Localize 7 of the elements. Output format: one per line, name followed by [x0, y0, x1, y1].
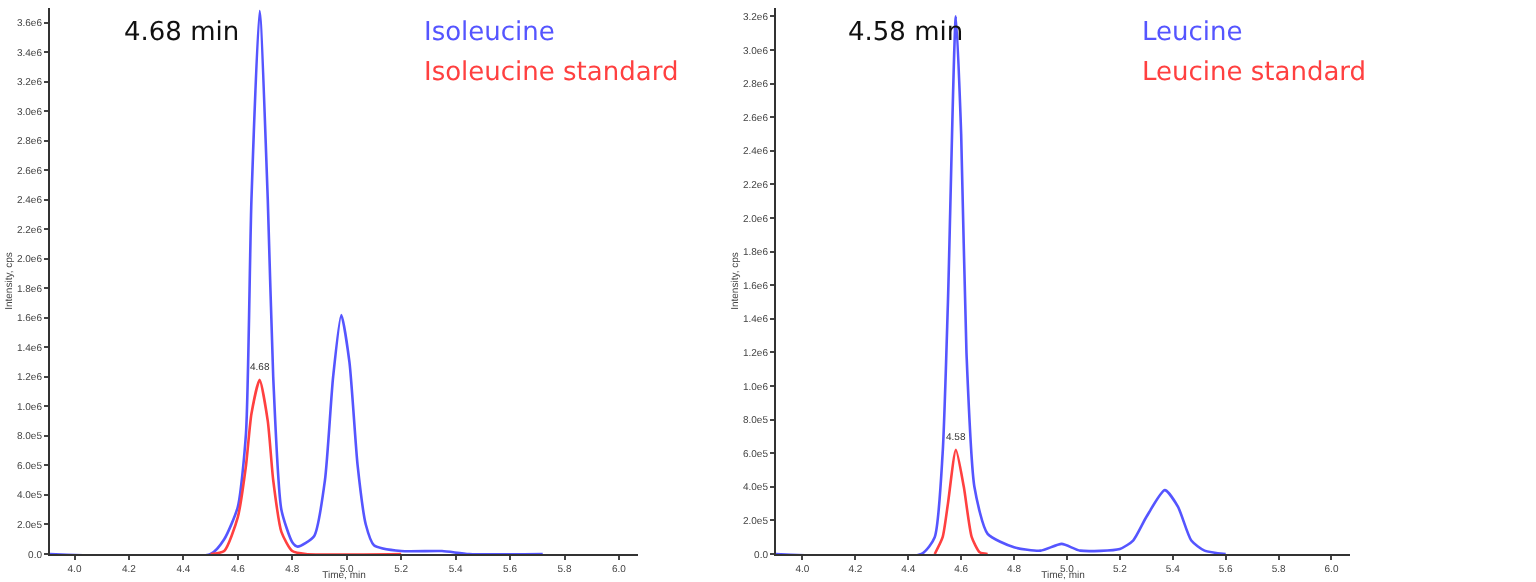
text: Isoleucine: [424, 18, 555, 48]
text: Leucine standard: [1142, 58, 1367, 88]
line-series: [933, 448, 989, 554]
text: Leucine: [1142, 18, 1243, 48]
line-series: [209, 378, 403, 554]
annotation: 4.68 min: [124, 18, 240, 48]
text: Isoleucine standard: [424, 58, 679, 88]
